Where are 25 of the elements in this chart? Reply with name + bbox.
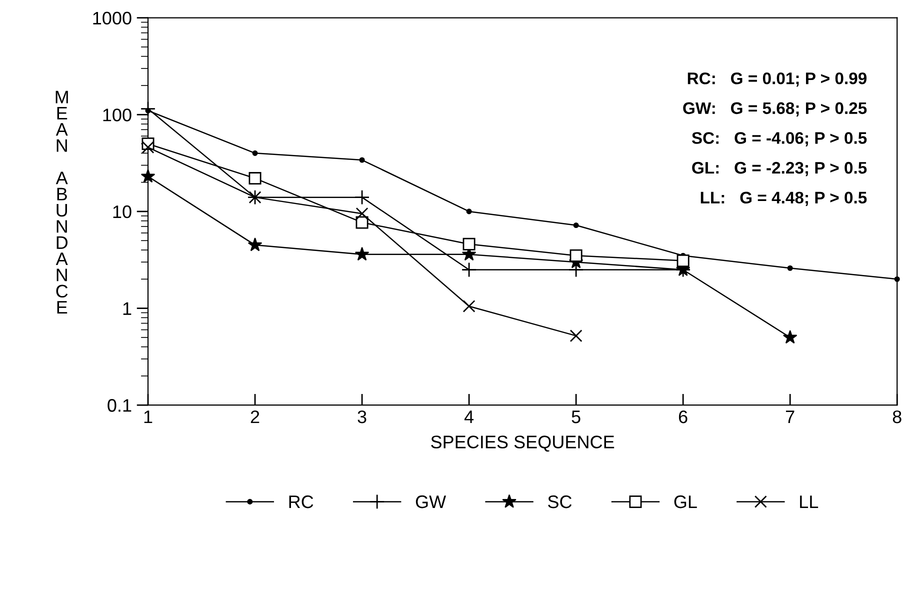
annotation: SC: G = -4.06; P > 0.5 <box>692 132 867 146</box>
annotation: RC: G = 0.01; P > 0.99 <box>688 72 867 87</box>
annotation: GL: G = -2.23; P > 0.5 <box>692 162 867 176</box>
y-tick-label: 0.1 <box>108 399 132 412</box>
legend-label: SC <box>548 495 572 508</box>
x-tick-label: 6 <box>678 410 688 424</box>
x-tick-label: 3 <box>358 410 366 424</box>
legend-label: LL <box>800 496 818 508</box>
x-axis-title: SPECIES SEQUENCE <box>431 436 614 452</box>
legend-label: GL <box>674 495 697 508</box>
y-tick-label: 1 <box>123 302 132 315</box>
x-tick-label: 5 <box>572 410 580 424</box>
x-tick-label: 2 <box>250 410 260 424</box>
text: MEAN ABUNDANCE <box>56 90 68 314</box>
x-tick-label: 1 <box>144 410 152 424</box>
x-tick-label: 4 <box>464 410 474 424</box>
legend-label: GW <box>416 495 446 508</box>
x-tick-label: 8 <box>892 410 902 424</box>
x-tick-label: 7 <box>786 410 794 424</box>
legend-label: RC <box>289 495 314 508</box>
y-tick-label: 1000 <box>93 12 132 25</box>
y-tick-label: 10 <box>113 205 132 218</box>
y-tick-label: 100 <box>103 108 132 122</box>
annotation: GW: G = 5.68; P > 0.25 <box>683 102 867 116</box>
annotation: LL: G = 4.48; P > 0.5 <box>700 192 867 206</box>
